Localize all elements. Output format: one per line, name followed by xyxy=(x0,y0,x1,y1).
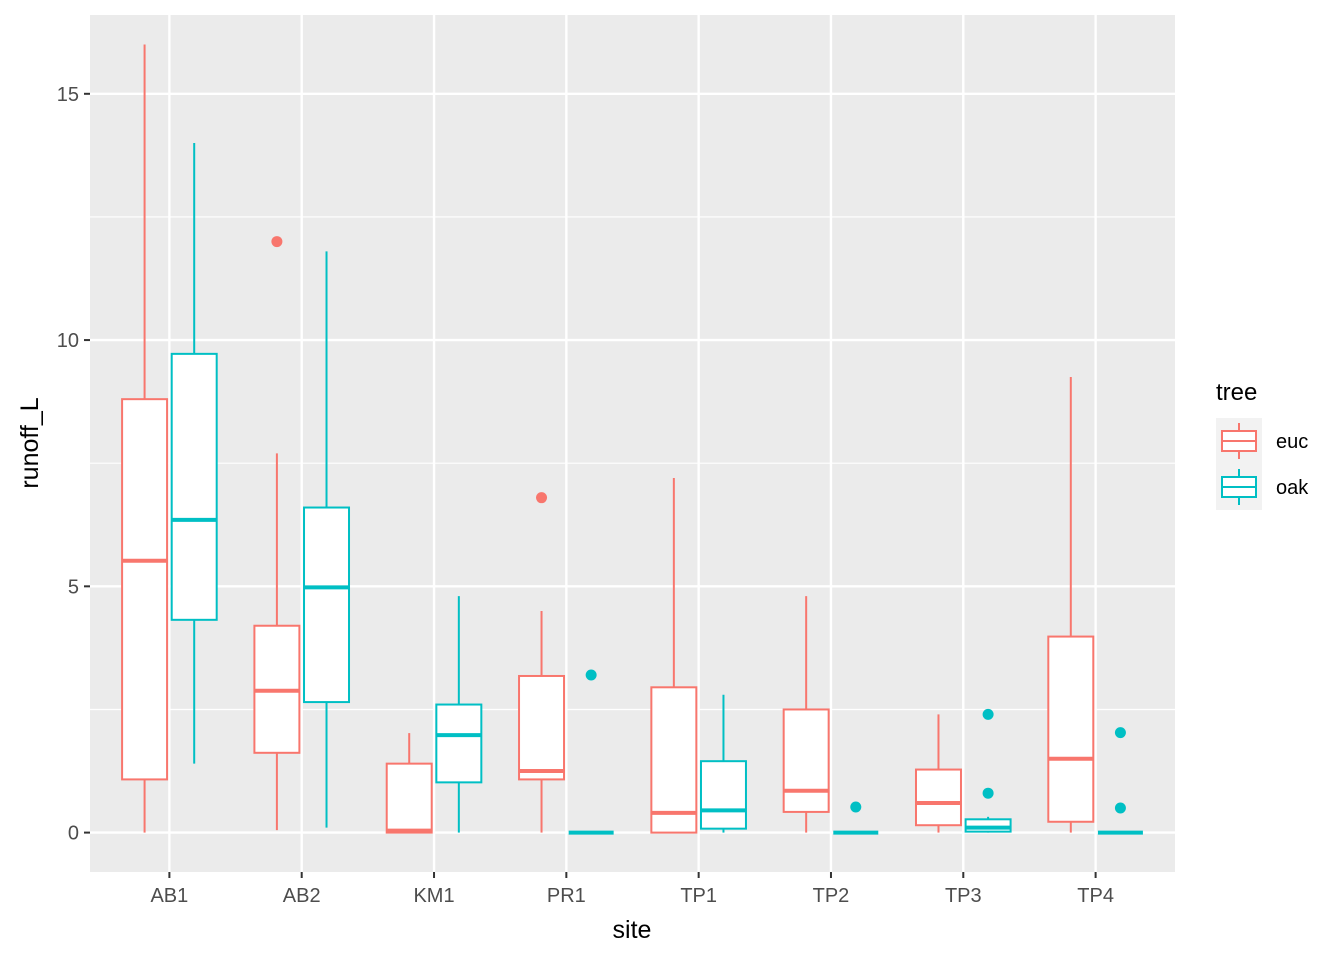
box-oak-TP1 xyxy=(699,694,747,833)
x-tick-label: TP1 xyxy=(680,885,717,907)
x-tick-label: TP4 xyxy=(1077,885,1114,907)
box-euc-TP2 xyxy=(782,596,830,833)
y-tick-label: 0 xyxy=(68,823,79,845)
legend-label: oak xyxy=(1276,477,1309,499)
box-euc-TP4 xyxy=(1047,377,1095,833)
outlier-point xyxy=(536,492,548,504)
outlier-point xyxy=(982,787,994,799)
y-tick-label: 5 xyxy=(68,576,79,598)
box-iqr xyxy=(964,818,1012,833)
legend-title: tree xyxy=(1216,379,1257,406)
x-tick-label: PR1 xyxy=(547,885,586,907)
box-euc-AB1 xyxy=(121,44,169,833)
x-axis-title: site xyxy=(613,916,652,944)
box-iqr xyxy=(385,762,433,834)
outlier-point xyxy=(585,669,597,681)
box-iqr xyxy=(518,674,566,781)
x-tick-label: KM1 xyxy=(413,885,454,907)
grid-lines xyxy=(90,15,1175,872)
x-axis: AB1 AB2 KM1 PR1 TP1 TP2 TP3 TP4 xyxy=(150,872,1114,907)
outlier-point xyxy=(271,236,283,248)
box-oak-TP3 xyxy=(964,708,1012,833)
x-tick-label: TP3 xyxy=(945,885,982,907)
box-iqr xyxy=(914,768,962,827)
outlier-point xyxy=(1114,802,1126,814)
x-tick-label: TP2 xyxy=(813,885,850,907)
legend-item-oak: oak xyxy=(1216,464,1309,510)
box-iqr xyxy=(650,686,698,834)
box-series xyxy=(121,44,1143,835)
x-tick-label: AB1 xyxy=(150,885,188,907)
outlier-point xyxy=(982,708,994,720)
box-oak-AB1 xyxy=(170,143,218,764)
y-tick-label: 10 xyxy=(57,330,79,352)
box-iqr xyxy=(699,760,747,830)
box-oak-TP2 xyxy=(833,801,879,835)
outlier-point xyxy=(1114,727,1126,739)
box-iqr xyxy=(121,398,169,781)
box-iqr xyxy=(170,352,218,621)
y-tick-label: 15 xyxy=(57,84,79,106)
y-axis: 0 5 10 15 xyxy=(57,84,90,845)
box-iqr xyxy=(303,506,351,704)
box-euc-TP1 xyxy=(650,477,698,834)
box-euc-AB2 xyxy=(253,236,301,831)
box-oak-TP4 xyxy=(1097,727,1143,835)
x-tick-label: AB2 xyxy=(283,885,321,907)
y-axis-title: runoff_L xyxy=(16,397,44,488)
legend: tree euc oak xyxy=(1216,379,1309,510)
box-iqr xyxy=(782,708,830,813)
outlier-point xyxy=(850,801,862,813)
box-iqr xyxy=(435,703,483,784)
panel-background xyxy=(90,15,1175,872)
box-iqr xyxy=(1047,635,1095,823)
box-oak-PR1 xyxy=(568,669,614,835)
legend-label: euc xyxy=(1276,431,1308,453)
box-euc-KM1 xyxy=(385,733,433,834)
box-euc-TP3 xyxy=(914,714,962,833)
box-oak-KM1 xyxy=(435,596,483,833)
box-oak-AB2 xyxy=(303,251,351,828)
legend-item-euc: euc xyxy=(1216,418,1308,464)
box-euc-PR1 xyxy=(518,492,566,833)
